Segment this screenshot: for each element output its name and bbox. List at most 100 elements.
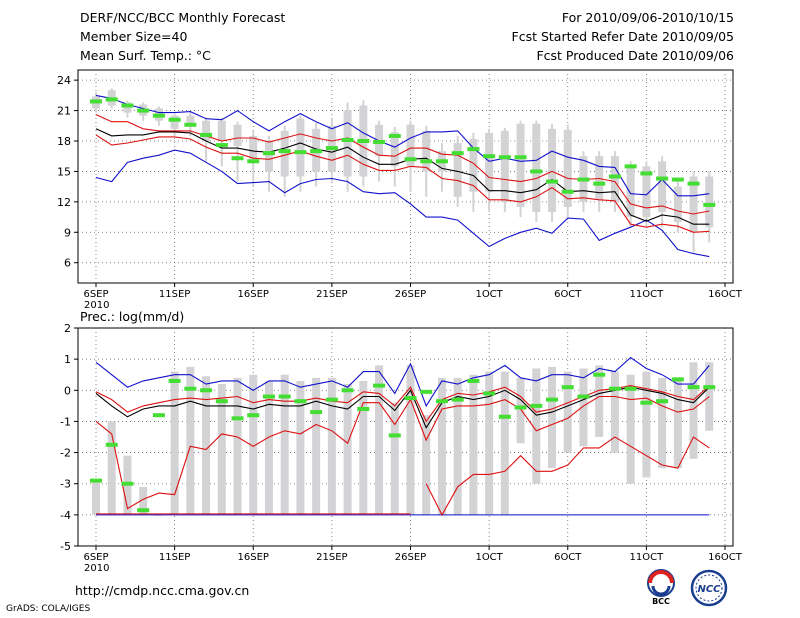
temperature-observed-marker: [703, 202, 716, 207]
temperature-xtick-label: 6SEP: [83, 289, 108, 300]
temperature-observed-marker: [640, 171, 653, 176]
temperature-observed-marker: [152, 113, 165, 118]
precip-spread-lower-line: [95, 395, 710, 510]
precipitation-observed-marker: [624, 386, 637, 391]
precipitation-box: [579, 368, 588, 447]
precipitation-box: [312, 377, 321, 515]
temperature-box: [548, 128, 557, 212]
temperature-box: [563, 129, 572, 207]
temperature-ytick-label: 6: [64, 257, 71, 270]
precipitation-observed-marker: [325, 397, 338, 402]
precipitation-box: [437, 377, 446, 515]
precipitation-observed-marker: [278, 394, 291, 399]
precip-lower-bound-line: [425, 436, 710, 517]
temperature-box: [186, 115, 195, 123]
precipitation-box: [658, 377, 667, 469]
temperature-observed-marker: [483, 154, 496, 159]
precipitation-box: [548, 366, 557, 469]
precipitation-observed-marker: [404, 396, 417, 401]
precipitation-box: [327, 377, 336, 515]
precipitation-ytick-label: -1: [60, 415, 71, 428]
precipitation-box: [170, 371, 179, 515]
temp-spread-upper-line: [95, 114, 710, 215]
temperature-box: [673, 186, 682, 223]
precipitation-observed-marker: [703, 385, 716, 390]
forecast-start-date: Fcst Started Refer Date 2010/09/05: [511, 29, 735, 44]
precipitation-box: [359, 380, 368, 515]
temperature-box: [280, 130, 289, 177]
temperature-observed-marker: [373, 140, 386, 145]
precipitation-observed-marker: [105, 442, 118, 447]
precipitation-observed-marker: [247, 413, 260, 418]
temperature-box: [453, 143, 462, 197]
temperature-box: [642, 166, 651, 218]
temperature-observed-marker: [451, 151, 464, 156]
precipitation-observed-marker: [168, 378, 181, 383]
temperature-ytick-label: 21: [57, 105, 71, 118]
temperature-observed-marker: [467, 147, 480, 152]
temperature-box: [233, 124, 242, 147]
forecast-title: DERF/NCC/BCC Monthly Forecast: [80, 10, 286, 25]
variable-label: Mean Surf. Temp.: °C: [80, 48, 211, 63]
temperature-observed-marker: [357, 139, 370, 143]
temperature-box: [626, 166, 635, 218]
source-url[interactable]: http://cmdp.ncc.cma.gov.cn: [75, 583, 250, 598]
precipitation-observed-marker: [200, 388, 213, 393]
temperature-observed-marker: [420, 159, 433, 164]
temperature-observed-marker: [137, 108, 150, 113]
temperature-observed-marker: [577, 177, 590, 182]
temp-spread-lower-line: [95, 134, 710, 233]
bcc-logo: BCC: [647, 569, 675, 606]
precipitation-year-label: 2010: [84, 563, 109, 574]
temperature-box: [705, 176, 714, 228]
precipitation-box: [689, 362, 698, 459]
temperature-observed-marker: [90, 99, 102, 104]
precipitation-observed-marker: [498, 414, 511, 419]
temp-envelope-min-line: [95, 149, 710, 258]
temperature-box: [689, 176, 698, 233]
temperature-observed-marker: [168, 117, 181, 122]
temperature-observed-marker: [200, 132, 213, 137]
temperature-box: [123, 102, 132, 113]
precipitation-box: [107, 421, 116, 515]
precipitation-xtick-label: 16OCT: [708, 552, 743, 563]
precipitation-observed-marker: [262, 394, 275, 399]
temperature-box: [469, 138, 478, 192]
precip-spread-upper-line: [95, 385, 710, 423]
temperature-observed-marker: [231, 156, 244, 161]
precipitation-observed-marker: [294, 399, 307, 404]
temperature-box: [390, 131, 399, 167]
precipitation-box: [500, 371, 509, 515]
precipitation-observed-marker: [310, 410, 323, 415]
temperature-year-label: 2010: [84, 300, 109, 311]
precipitation-observed-marker: [215, 399, 228, 404]
precipitation-box: [264, 380, 273, 515]
temperature-box: [217, 120, 226, 141]
precipitation-box: [92, 480, 100, 515]
temperature-observed-marker: [388, 133, 401, 138]
precipitation-box: [516, 377, 525, 444]
temperature-observed-marker: [247, 159, 260, 164]
precipitation-observed-marker: [514, 405, 527, 410]
temperature-observed-marker: [624, 164, 637, 169]
temperature-box: [422, 130, 431, 172]
precipitation-box: [422, 415, 431, 515]
temperature-xtick-label: 16SEP: [238, 289, 269, 300]
precipitation-ytick-label: -2: [60, 447, 71, 460]
temperature-observed-marker: [105, 97, 118, 102]
temperature-xtick-label: 11SEP: [159, 289, 190, 300]
precipitation-observed-marker: [608, 386, 621, 391]
temperature-xtick-label: 26SEP: [395, 289, 426, 300]
precipitation-observed-marker: [530, 403, 543, 408]
precipitation-observed-marker: [137, 508, 150, 513]
temp-ensemble-mean-line: [95, 128, 710, 225]
temperature-xtick-label: 6OCT: [554, 289, 582, 300]
precipitation-observed-marker: [388, 433, 401, 438]
temperature-box: [500, 130, 509, 202]
temperature-observed-marker: [294, 150, 307, 155]
temperature-box: [610, 156, 619, 202]
temperature-observed-marker: [404, 157, 417, 162]
precipitation-ytick-label: -4: [60, 509, 71, 522]
forecast-produced-date: Fcst Produced Date 2010/09/06: [536, 48, 734, 63]
